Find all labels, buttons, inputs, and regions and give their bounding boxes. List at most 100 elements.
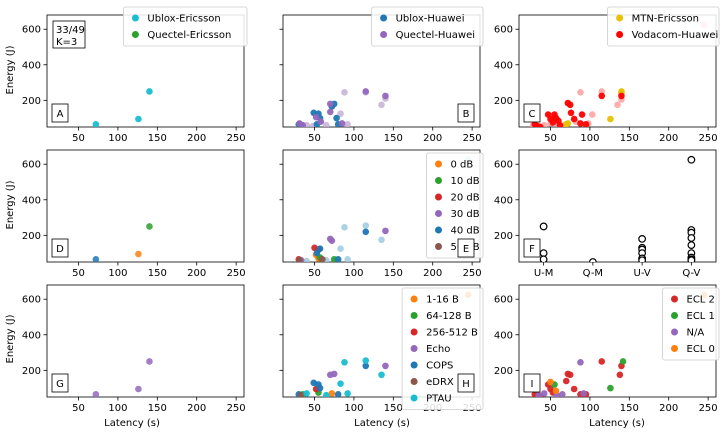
x-tick-label: 100: [344, 403, 363, 414]
y-tick-label: 200: [22, 231, 41, 242]
panel-frame-F: [518, 149, 717, 263]
annotation-line: 33/49: [56, 25, 85, 36]
data-point: [577, 89, 584, 96]
x-tick-label: 50: [72, 133, 85, 144]
panel-label-box: [523, 238, 541, 258]
y-tick-label: 600: [22, 25, 41, 36]
data-point: [566, 101, 574, 109]
data-point: [362, 357, 370, 364]
x-tick-label: 150: [620, 403, 639, 414]
x-tick-label: 200: [659, 403, 678, 414]
legend-label: N/A: [687, 328, 705, 339]
data-point: [135, 115, 142, 123]
legend-label: COPS: [426, 361, 453, 372]
x-tick-label: 200: [423, 268, 442, 279]
legend-marker: [671, 345, 678, 352]
legend-marker: [410, 295, 418, 303]
x-axis-label-col-2: Latency (s): [354, 418, 410, 429]
panel-F: 200 400 600 U-M Q-M U-V Q-V F: [494, 149, 717, 279]
legend-marker: [410, 312, 418, 319]
panel-marks-F: [539, 155, 696, 262]
data-point: [344, 121, 351, 127]
data-point: [378, 101, 385, 109]
panel-label-text: B: [463, 109, 470, 120]
data-point: [362, 222, 370, 229]
data-point: [303, 390, 310, 397]
x-tick-label: Q-M: [583, 268, 603, 279]
legend-marker: [435, 243, 442, 250]
data-point: [317, 118, 325, 125]
legend-A: Ublox-Ericsson Quectel-Ericsson: [123, 6, 248, 47]
data-point: [92, 121, 100, 127]
x-tick-label: 250: [463, 133, 482, 144]
data-point: [334, 256, 342, 262]
panel-marks-A: [92, 88, 153, 127]
data-point: [146, 88, 153, 95]
data-point: [344, 390, 351, 397]
data-point: [337, 380, 344, 387]
data-point: [341, 359, 348, 366]
legend-label: Quectel-Huawei: [396, 30, 475, 41]
data-point: [547, 378, 554, 386]
y-tick-label: 200: [22, 96, 41, 107]
x-tick-label: 250: [463, 268, 482, 279]
panel-label-box: [523, 103, 541, 123]
panel-label-box: [51, 103, 69, 123]
x-tick-label: 200: [187, 133, 206, 144]
panel-label-text: G: [56, 379, 64, 390]
panel-label-A: A: [51, 103, 69, 123]
data-point: [92, 391, 100, 397]
data-point: [382, 92, 389, 100]
data-point: [328, 390, 336, 397]
panel-label-H: H: [457, 373, 475, 393]
x-tick-label: 50: [308, 403, 321, 414]
x-tick-label: 200: [659, 133, 678, 144]
legend-label: PTAU: [426, 394, 452, 405]
data-point: [334, 391, 342, 397]
data-point: [598, 358, 606, 365]
data-point: [328, 237, 336, 244]
panel-label-text: D: [56, 244, 64, 255]
y-axis-label-row-2: Energy (J): [5, 180, 16, 229]
panel-label-E: E: [457, 238, 475, 258]
panel-marks-H: [295, 291, 472, 397]
x-tick-label: 100: [580, 403, 599, 414]
legend-marker: [435, 226, 442, 234]
x-tick-label: 150: [384, 268, 403, 279]
data-point: [323, 391, 330, 397]
data-point: [614, 101, 621, 109]
legend-label: 20 dB: [451, 193, 480, 204]
x-tick-label: 200: [187, 268, 206, 279]
legend-label: Echo: [426, 344, 450, 355]
data-point: [607, 384, 614, 392]
data-point: [567, 109, 575, 117]
x-tick-label: 250: [699, 133, 718, 144]
legend-marker: [671, 312, 678, 319]
legend-marker: [410, 345, 418, 352]
legend-box: [607, 6, 720, 47]
x-tick-label: 50: [544, 403, 557, 414]
legend-label: 10 dB: [451, 176, 480, 187]
x-tick-label: 150: [384, 403, 403, 414]
panel-label-box: [51, 238, 69, 258]
x-tick-label: 100: [108, 268, 127, 279]
data-point: [326, 108, 334, 116]
legend-label: Quectel-Ericsson: [147, 30, 231, 41]
data-point: [303, 257, 310, 262]
data-point: [564, 120, 572, 127]
data-point: [570, 115, 578, 123]
panel-marks-C: [529, 21, 708, 127]
data-point: [638, 234, 647, 243]
legend-marker: [410, 328, 418, 336]
panel-label-C: C: [523, 103, 541, 123]
x-tick-label: 150: [620, 133, 639, 144]
panel-label-text: I: [531, 379, 534, 390]
data-point: [578, 111, 586, 118]
data-point: [362, 88, 370, 95]
panel-marks-D: [92, 223, 153, 262]
data-point: [319, 256, 326, 262]
data-point: [577, 359, 584, 366]
panel-G: 200 400 600 50 100 150 200 250 G: [22, 284, 246, 414]
panel-D: 200 400 600 50 100 150 200 250 D: [22, 149, 246, 279]
legend-C: MTN-Ericsson Vodacom-Huawei: [607, 6, 720, 47]
